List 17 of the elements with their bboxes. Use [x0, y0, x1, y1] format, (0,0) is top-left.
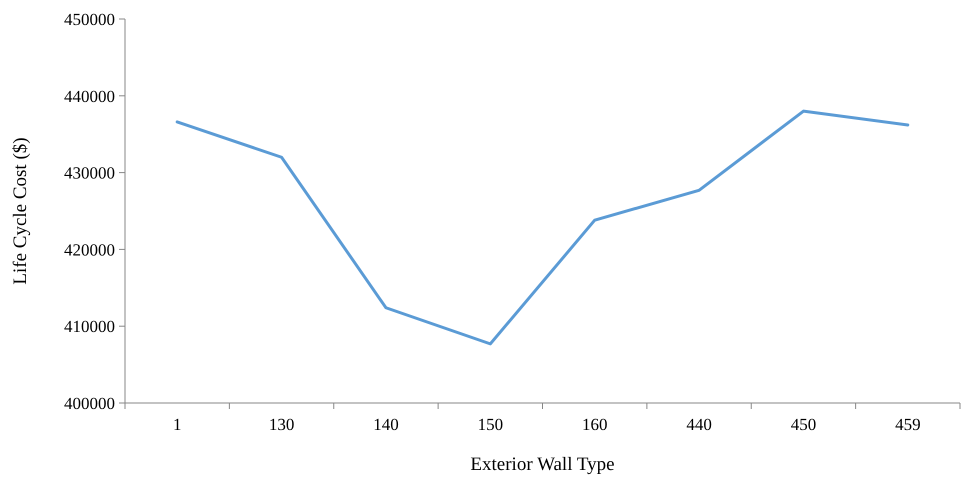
x-tick-label: 1 [172, 415, 182, 434]
y-tick-label: 400000 [64, 394, 115, 413]
y-tick-label: 410000 [64, 317, 115, 336]
line-series [176, 110, 910, 346]
x-tick-label: 130 [268, 415, 294, 434]
y-tick-label: 420000 [64, 240, 115, 260]
y-tick-label: 450000 [64, 10, 115, 29]
x-tick-label: 450 [790, 415, 816, 434]
y-axis-title: Life Cycle Cost ($) [10, 137, 31, 285]
x-tick-label: 160 [582, 415, 608, 434]
y-tick-label: 440000 [64, 86, 115, 106]
x-tick-label: 150 [478, 415, 504, 434]
x-tick-label: 459 [895, 415, 921, 434]
x-tick-label: 140 [373, 415, 399, 434]
x-tick-label: 440 [686, 415, 712, 434]
y-tick-label: 430000 [64, 164, 115, 183]
x-axis-title: Exterior Wall Type [470, 454, 615, 475]
